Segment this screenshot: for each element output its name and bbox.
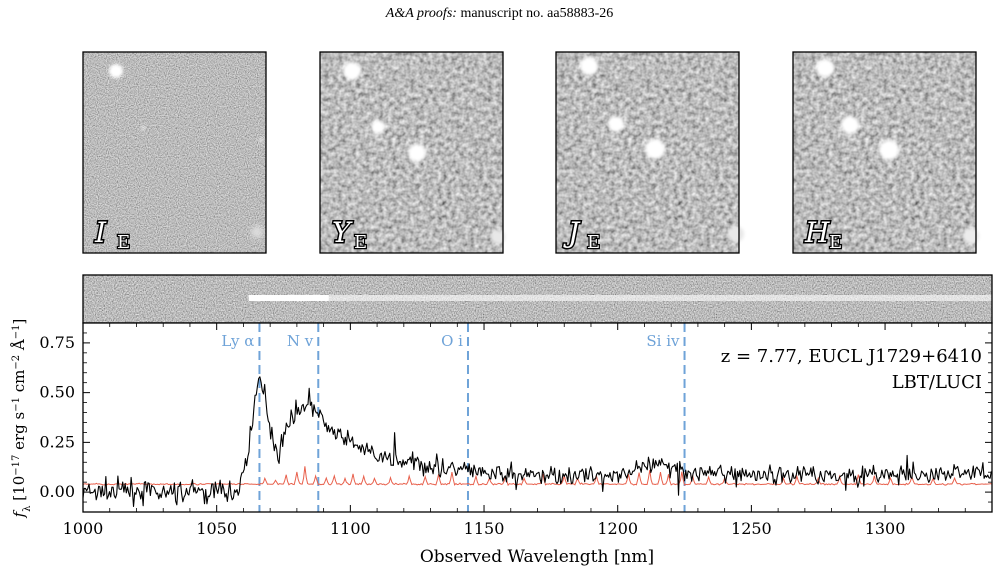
band-label: H [804, 216, 830, 249]
ylabel-exp-d: −1 [11, 324, 22, 339]
y-tick-label: 0.75 [39, 333, 75, 352]
source-blob [259, 138, 263, 142]
source-blob [608, 116, 624, 132]
x-tick-label: 1050 [196, 519, 237, 538]
band-subscript: E [829, 232, 842, 253]
flux-series-line [82, 376, 992, 508]
cutout-panel-je: J E [555, 51, 744, 254]
source-blob [408, 144, 426, 162]
trace-band [248, 295, 993, 301]
source-blob [963, 228, 979, 244]
source-blob [371, 120, 385, 134]
x-axis-label: Observed Wavelength [nm] [420, 547, 654, 567]
x-tick-label: 1150 [464, 519, 505, 538]
spectral-line-label: O i [441, 332, 463, 350]
y-tick-label: 0.25 [39, 432, 75, 451]
spectral-line-label: Ly α [221, 332, 254, 350]
spectrum-2d-strip [82, 274, 993, 324]
source-blob [141, 126, 145, 130]
y-tick-label: 0.00 [39, 482, 75, 501]
source-blob [816, 59, 834, 77]
ylabel-exp-a: −17 [11, 455, 22, 476]
x-tick-label: 1300 [865, 519, 906, 538]
manuscript-label: manuscript no. aa58883-26 [460, 6, 614, 21]
ylabel-unit-c: cm [10, 370, 28, 397]
ylabel-unit-b: erg s [10, 412, 28, 455]
spectral-line-label: N v [287, 332, 314, 350]
annotation-redshift: z = 7.77, EUCL J1729+6410 [721, 346, 982, 367]
annotation-instrument: LBT/LUCI [892, 372, 982, 393]
trace-bright-segment [248, 295, 329, 301]
ylabel-f: f [10, 509, 28, 518]
x-tick-label: 1250 [731, 519, 772, 538]
band-subscript: E [117, 232, 130, 253]
x-tick-label: 1200 [597, 519, 638, 538]
ylabel-unit-d: Å [10, 339, 28, 355]
source-blob [109, 64, 123, 78]
ylabel-lambda: λ [22, 505, 33, 512]
ylabel-unit-e: ] [10, 319, 28, 325]
y-tick-label: 0.50 [39, 383, 75, 402]
spectral-line-label: Si iv [646, 332, 680, 350]
spectrum-1d-chart: Ly α N v O i Si iv 1000 1050 1100 1150 1200 1250… [10, 319, 993, 567]
cutout-panel-ie: I E [82, 51, 267, 254]
band-subscript: E [587, 232, 600, 253]
ylabel-exp-c: −2 [11, 355, 22, 370]
page-header: A&A proofs: manuscript no. aa58883-26 [0, 6, 999, 22]
source-blob [645, 139, 665, 159]
cutout-panel-he: H E [792, 51, 979, 254]
ylabel-exp-b: −1 [11, 397, 22, 412]
annotation: z = 7.77, EUCL J1729+6410 LBT/LUCI [721, 346, 982, 393]
cutout-panel-ye: Y E [319, 51, 505, 254]
source-blob [841, 116, 859, 134]
source-blob [491, 230, 505, 244]
band-label: I [94, 216, 107, 249]
band-label: Y [332, 216, 353, 249]
x-tick-label: 1100 [330, 519, 371, 538]
y-axis-label: fλ [10−17 erg s−1 cm−2 Å−1] [10, 319, 33, 519]
x-tick-label: 1000 [63, 519, 104, 538]
source-blob [251, 226, 263, 238]
source-blob [580, 57, 598, 75]
spectrum-2d-trace [248, 295, 993, 301]
error-series-line [82, 466, 993, 487]
ylabel-unit-a: [10 [10, 476, 28, 506]
source-blob [728, 226, 744, 242]
source-blob [879, 140, 899, 160]
band-subscript: E [354, 232, 367, 253]
proofs-label: A&A proofs: [385, 6, 457, 21]
source-blob [343, 62, 361, 80]
